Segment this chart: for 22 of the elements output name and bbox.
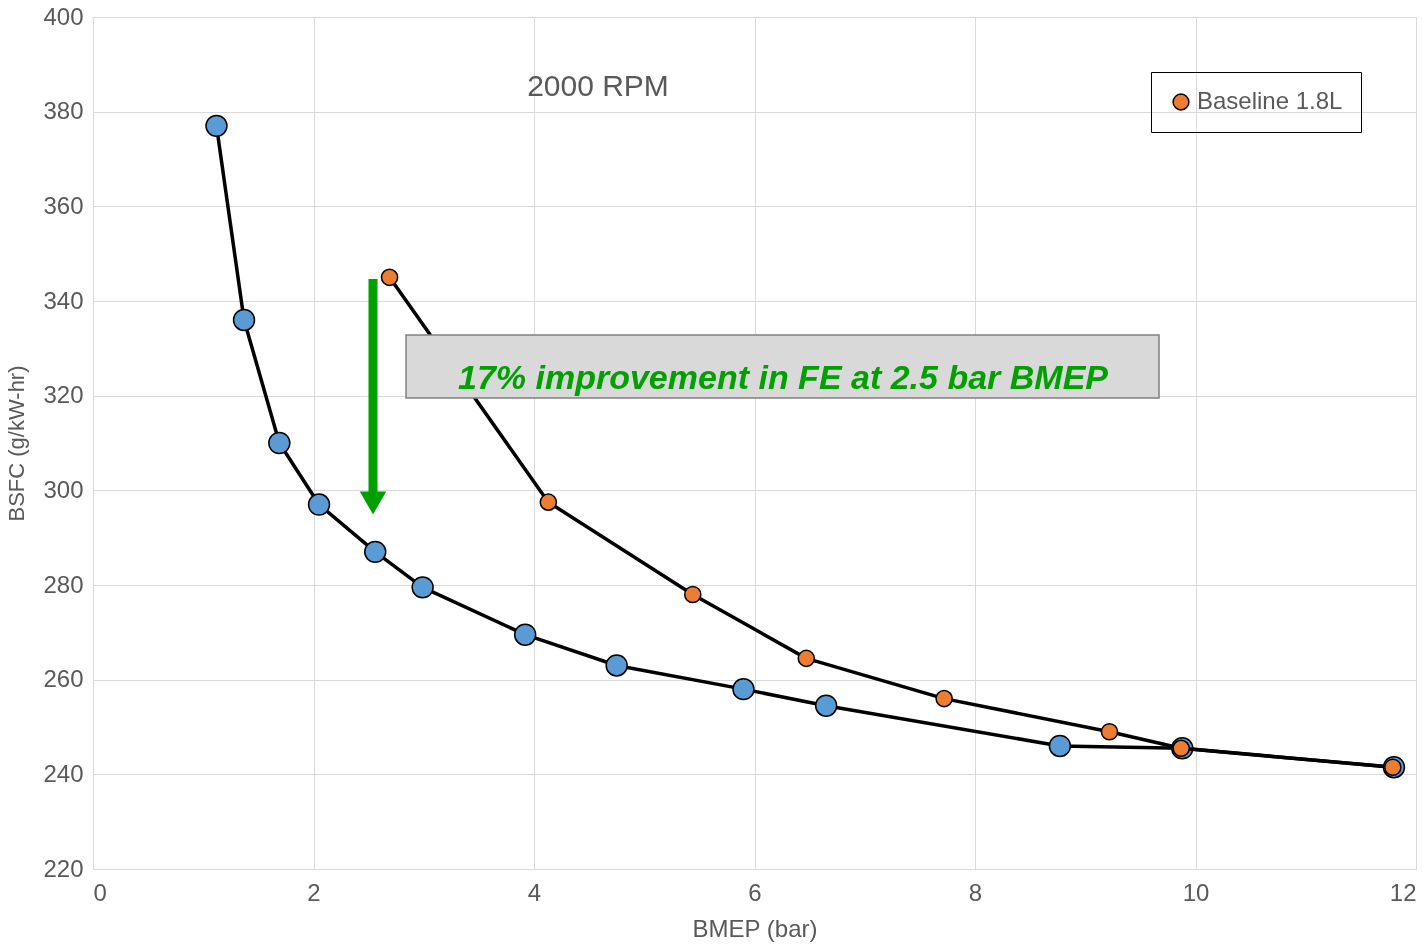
y-tick-label: 260 [43,665,84,693]
x-tick-label: 6 [748,878,762,906]
x-tick-label: 4 [527,878,542,906]
annotation: 17% improvement in FE at 2.5 bar BMEP [458,358,1109,396]
x-tick-label: 0 [93,878,107,906]
x-axis-title: BMEP (bar) [692,914,818,942]
legend-label: Baseline 1.8L [1197,87,1343,114]
y-tick-label: 380 [43,97,84,125]
y-tick-label: 240 [43,759,84,787]
y-tick-label: 280 [43,570,84,598]
x-tick-label: 12 [1389,878,1417,906]
x-tick-label: 8 [968,878,983,906]
y-axis-title: BSFC (g/kW-hr) [4,365,30,522]
x-tick-label: 10 [1182,878,1210,906]
y-tick-label: 220 [43,854,84,882]
y-tick-label: 400 [43,2,84,30]
annotation: 2000 RPM [527,69,669,102]
x-tick-label: 2 [307,878,321,906]
y-tick-label: 340 [43,286,84,314]
y-tick-label: 320 [43,381,84,409]
y-tick-label: 300 [43,475,84,503]
y-tick-label: 360 [43,191,84,219]
